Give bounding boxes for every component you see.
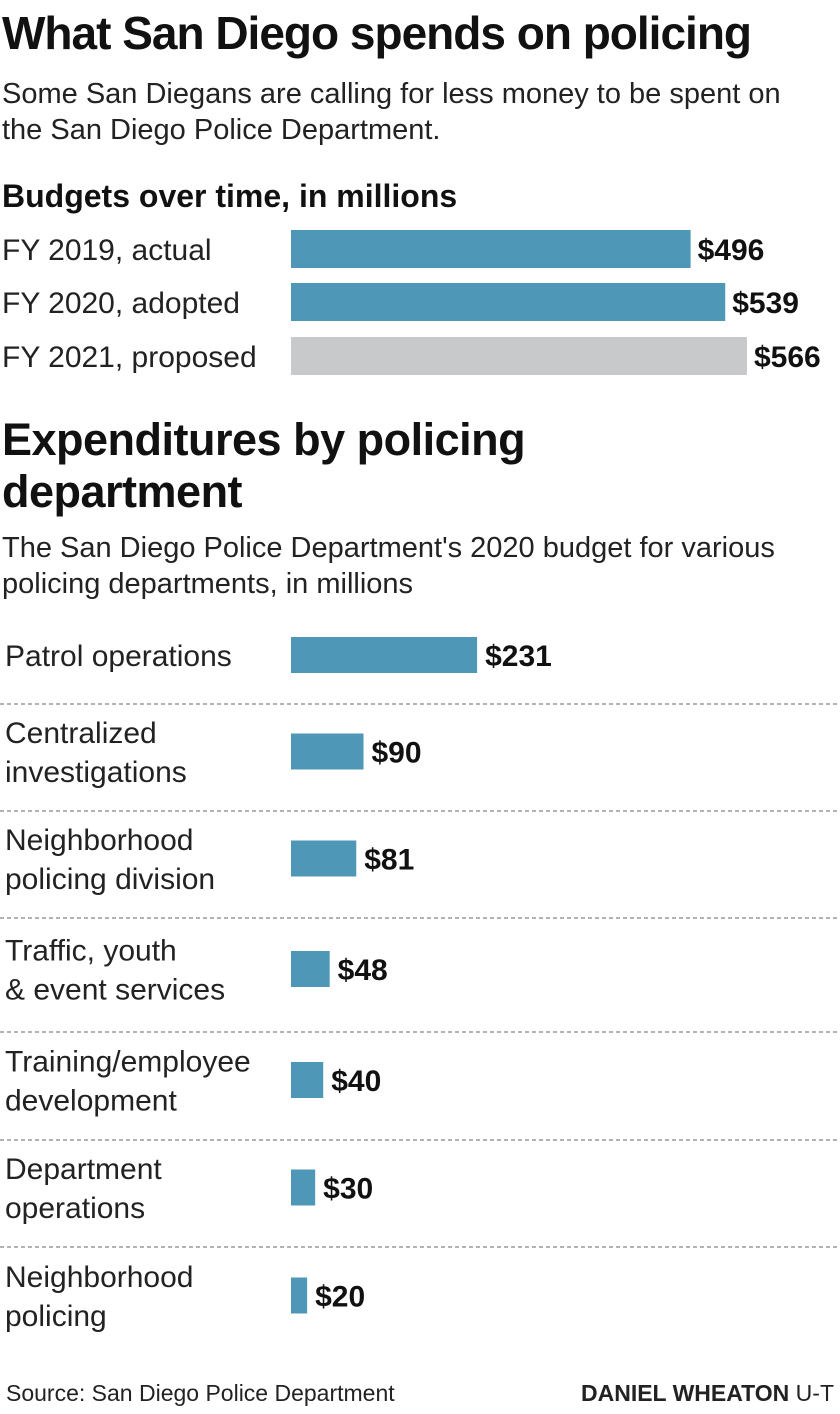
department-label: operations: [5, 1192, 145, 1225]
department-label: Patrol operations: [5, 640, 232, 673]
budget-value-label: $566: [754, 341, 821, 374]
department-bar: [291, 840, 357, 877]
department-value-label: $90: [372, 737, 422, 770]
department-bar: [291, 1169, 316, 1206]
department-label: & event services: [5, 974, 225, 1007]
budget-bar: [291, 337, 747, 375]
department-label: Centralized: [5, 717, 157, 750]
chart-subtitle: Some San Diegans are calling for less mo…: [2, 78, 781, 146]
department-value-label: $20: [315, 1281, 365, 1314]
section-title-expenditures: Expenditures by policing department: [2, 414, 526, 517]
department-bar: [291, 733, 364, 770]
department-label: Neighborhood: [5, 1261, 193, 1294]
department-bar: [291, 951, 330, 987]
department-value-label: $81: [364, 844, 414, 877]
budget-value-label: $539: [732, 287, 799, 320]
department-label: Neighborhood: [5, 824, 193, 857]
department-bar: [291, 1062, 324, 1098]
department-value-label: $48: [338, 954, 388, 987]
credit: DANIEL WHEATON U-T: [581, 1380, 834, 1407]
source-note: Source: San Diego Police Department: [6, 1380, 395, 1406]
department-label: Training/employee: [5, 1046, 251, 1079]
department-value-label: $231: [485, 640, 552, 673]
budget-bar: [291, 230, 691, 268]
department-label: Traffic, youth: [5, 935, 177, 968]
department-label: investigations: [5, 756, 187, 789]
budget-category-label: FY 2021, proposed: [2, 341, 257, 374]
budget-category-label: FY 2020, adopted: [2, 287, 240, 320]
section-subtitle-expenditures: The San Diego Police Department's 2020 b…: [2, 532, 775, 600]
department-label: Department: [5, 1153, 162, 1186]
department-value-label: $40: [331, 1065, 381, 1098]
department-label: development: [5, 1085, 177, 1118]
budget-category-label: FY 2019, actual: [2, 234, 212, 267]
section-title-budgets: Budgets over time, in millions: [2, 178, 458, 214]
department-label: policing: [5, 1300, 107, 1333]
chart-title: What San Diego spends on policing: [2, 7, 752, 59]
department-bar: [291, 637, 478, 673]
department-bar: [291, 1277, 308, 1314]
credit-org: U-T: [795, 1380, 834, 1406]
department-value-label: $30: [323, 1173, 373, 1206]
credit-author: DANIEL WHEATON: [581, 1380, 790, 1406]
budget-bar: [291, 283, 726, 321]
budget-value-label: $496: [698, 234, 765, 267]
department-label: policing division: [5, 863, 215, 896]
